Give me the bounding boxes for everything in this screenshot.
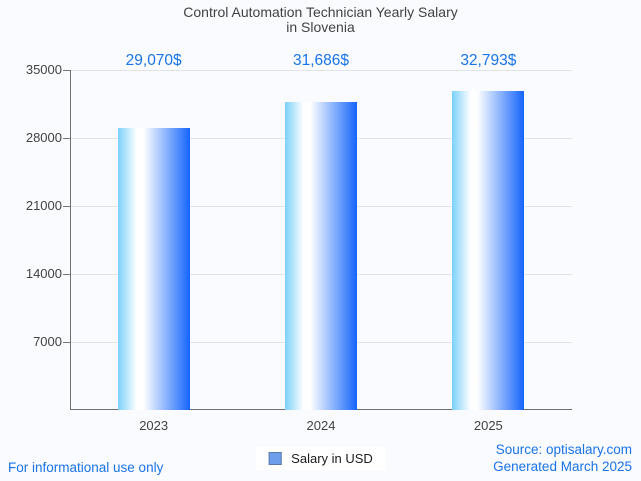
bar-2023[interactable] <box>117 127 190 410</box>
value-label-2023: 29,070$ <box>125 52 182 69</box>
y-axis-label: 7000 <box>33 334 62 349</box>
y-tick-mark <box>63 341 70 343</box>
y-tick-mark <box>63 69 70 71</box>
footer-generated: Generated March 2025 <box>493 459 632 474</box>
chart-title-line-1: Control Automation Technician Yearly Sal… <box>183 4 458 20</box>
legend-swatch-icon <box>268 452 282 465</box>
footer-disclaimer: For informational use only <box>8 460 164 475</box>
chart-title-line-2: in Slovenia <box>286 19 355 35</box>
y-tick-mark <box>63 273 70 275</box>
footer-source-link[interactable]: Source: optisalary.com <box>495 442 632 457</box>
gridline-35000 <box>70 69 572 71</box>
plot-area: 7000 14000 21000 28000 35000 29,070$ 2023 31,68… <box>26 53 572 433</box>
y-axis-label: 14000 <box>25 266 62 281</box>
y-axis-line <box>70 70 71 410</box>
x-axis-label-2024: 2024 <box>306 418 336 433</box>
x-axis-label-2023: 2023 <box>139 418 169 433</box>
legend-label: Salary in USD <box>291 451 373 466</box>
value-label-2024: 31,686$ <box>292 52 350 69</box>
value-label-2025: 32,793$ <box>460 52 517 69</box>
bar-2024[interactable] <box>285 102 357 410</box>
chart-title: Control Automation Technician Yearly Sal… <box>0 5 641 35</box>
y-axis-label: 28000 <box>25 130 62 145</box>
y-tick-mark <box>63 137 70 139</box>
y-axis-label: 35000 <box>25 62 62 77</box>
x-axis-label-2025: 2025 <box>473 418 503 433</box>
legend: Salary in USD <box>255 447 386 470</box>
y-tick-mark <box>63 205 70 207</box>
bar-2025[interactable] <box>452 91 525 410</box>
footer-meta: Source: optisalary.com Generated March 2… <box>493 441 632 475</box>
y-axis-label: 21000 <box>25 198 62 213</box>
